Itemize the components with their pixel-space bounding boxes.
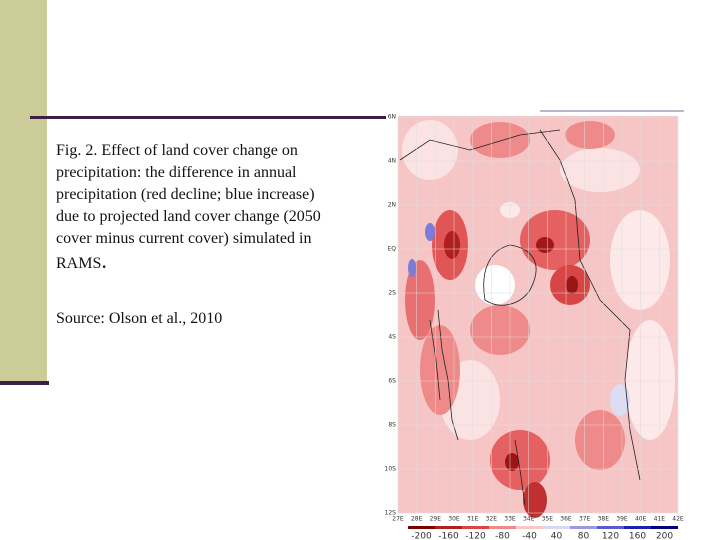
- colorbar-swatch: [462, 526, 489, 529]
- lat-label: 12S: [385, 510, 397, 517]
- lon-label: 41E: [654, 516, 666, 523]
- colorbar-label: 40: [551, 532, 563, 540]
- colorbar-label: 160: [629, 532, 646, 540]
- lat-label: 2N: [388, 202, 396, 209]
- lat-label: 4N: [388, 158, 396, 165]
- lon-label: 40E: [635, 516, 647, 523]
- colorbar-label: -120: [465, 532, 486, 540]
- lon-label: 39E: [616, 516, 628, 523]
- colorbar-label: -80: [495, 532, 510, 540]
- lon-label: 38E: [598, 516, 610, 523]
- lon-label: 28E: [411, 516, 423, 523]
- colorbar-swatch: [624, 526, 651, 529]
- colorbar-label: -200: [411, 532, 432, 540]
- lon-label: 34E: [523, 516, 535, 523]
- lon-label: 31E: [467, 516, 479, 523]
- lon-label: 42E: [672, 516, 684, 523]
- lat-label: 8S: [388, 422, 396, 429]
- map-grid: [397, 116, 679, 514]
- lon-label: 36E: [560, 516, 572, 523]
- lon-label: 37E: [579, 516, 591, 523]
- title-rule: [30, 116, 386, 119]
- caption-text: Effect of land cover change on precipita…: [56, 142, 321, 272]
- sidebar: [0, 0, 47, 382]
- colorbar-swatch: [651, 526, 678, 529]
- lon-label: 35E: [542, 516, 554, 523]
- lat-label: 2S: [388, 290, 396, 297]
- lat-label: 6N: [388, 114, 396, 121]
- colorbar-swatch: [516, 526, 543, 529]
- lon-label: 27E: [392, 516, 404, 523]
- colorbar-swatch: [435, 526, 462, 529]
- caption-label: Fig. 2.: [56, 142, 98, 159]
- colorbar-label: -160: [438, 532, 459, 540]
- colorbar-swatch: [570, 526, 597, 529]
- source: Source: Olson et al., 2010: [56, 310, 223, 327]
- colorbar-swatch: [597, 526, 624, 529]
- colorbar-swatch: [408, 526, 435, 529]
- precip-pattern: [402, 120, 675, 518]
- coastlines: [399, 129, 641, 506]
- lat-label: 6S: [388, 378, 396, 385]
- sidebar-rule: [0, 381, 49, 385]
- lon-label: 30E: [448, 516, 460, 523]
- colorbar-label: -40: [522, 532, 537, 540]
- colorbar-swatch: [489, 526, 516, 529]
- colorbar-label: 120: [602, 532, 619, 540]
- colorbar-label: 200: [656, 532, 673, 540]
- caption-period: .: [101, 248, 107, 273]
- lon-label: 29E: [430, 516, 442, 523]
- caption: Fig. 2. Effect of land cover change on p…: [56, 140, 341, 275]
- lon-label: 32E: [486, 516, 498, 523]
- lat-label: 10S: [385, 466, 397, 473]
- lat-label: 4S: [388, 334, 396, 341]
- lat-label: EQ: [387, 246, 396, 253]
- colorbar-swatch: [543, 526, 570, 529]
- lon-label: 33E: [504, 516, 516, 523]
- colorbar-label: 80: [578, 532, 590, 540]
